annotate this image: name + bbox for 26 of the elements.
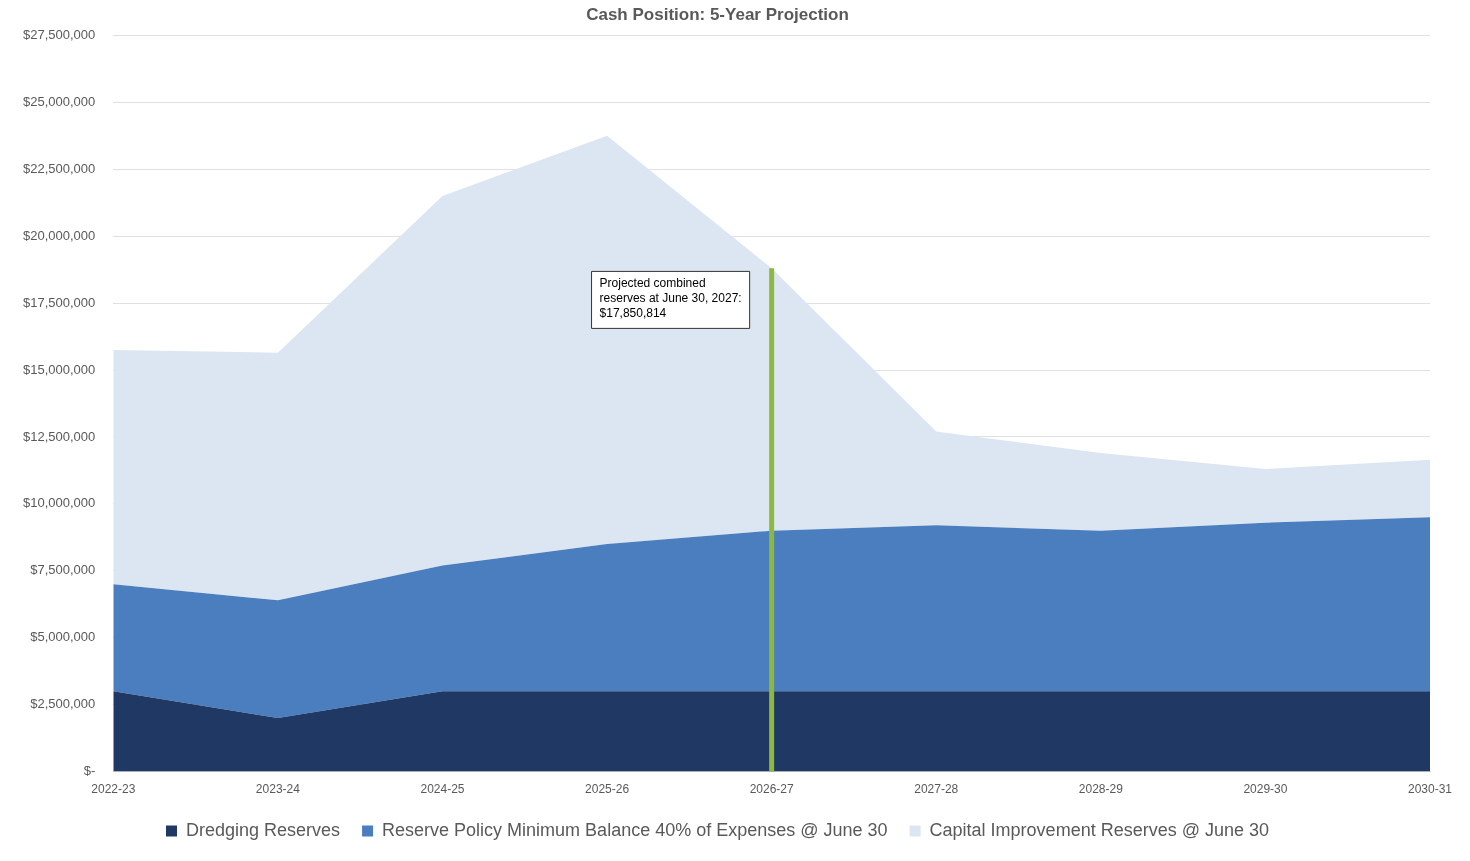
- x-tick-label: 2029-30: [1243, 782, 1288, 797]
- x-tick-label: 2025-26: [585, 782, 630, 797]
- chart-title: Cash Position: 5-Year Projection: [586, 4, 849, 24]
- y-tick-label: $5,000,000: [30, 629, 96, 645]
- y-tick-label: $25,000,000: [23, 93, 96, 109]
- y-tick-label: $22,500,000: [23, 160, 96, 176]
- x-tick-label: 2028-29: [1078, 782, 1124, 797]
- y-tick-label: $7,500,000: [30, 562, 96, 578]
- annotation: Projected combined reserves at June 30, 2027: $17,850,814: [599, 275, 742, 320]
- legend-label: Reserve Policy Minimum Balance 40% of Expenses @ June 30: [382, 819, 888, 840]
- legend-label: Dredging Reserves: [186, 819, 341, 840]
- y-tick-label: $10,000,000: [23, 495, 96, 511]
- y-tick-label: $17,500,000: [23, 294, 96, 310]
- x-tick-label: 2026-27: [749, 782, 794, 797]
- x-tick-label: 2023-24: [255, 782, 301, 797]
- y-tick-label: $20,000,000: [23, 227, 96, 243]
- x-tick-label: 2024-25: [420, 782, 465, 797]
- y-tick-label: $15,000,000: [23, 361, 96, 377]
- x-tick-label: 2030-31: [1407, 782, 1453, 797]
- y-tick-label: $-: [83, 763, 96, 779]
- y-tick-label: $27,500,000: [23, 26, 96, 42]
- legend-label: Capital Improvement Reserves @ June 30: [929, 819, 1270, 840]
- y-tick-label: $12,500,000: [23, 428, 96, 444]
- y-tick-label: $2,500,000: [30, 696, 96, 712]
- x-tick-label: 2022-23: [91, 782, 136, 797]
- x-tick-label: 2027-28: [914, 782, 959, 797]
